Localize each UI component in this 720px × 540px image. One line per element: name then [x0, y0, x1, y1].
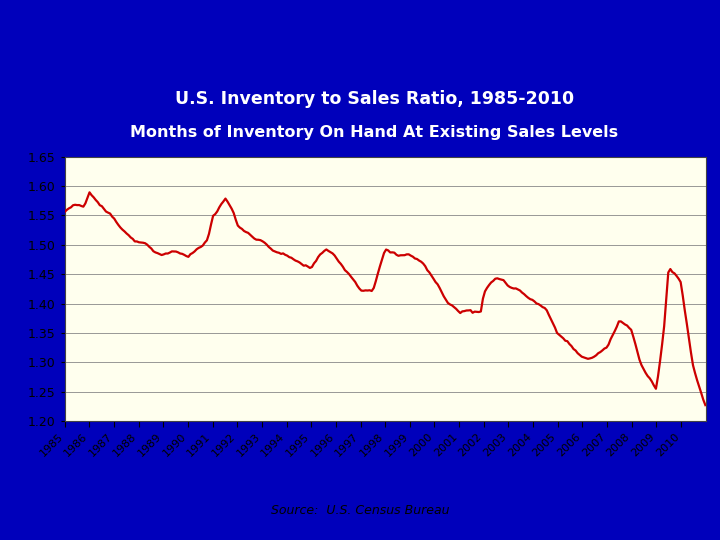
Text: Source:  U.S. Census Bureau: Source: U.S. Census Bureau — [271, 504, 449, 517]
Text: Months of Inventory On Hand At Existing Sales Levels: Months of Inventory On Hand At Existing … — [130, 125, 618, 140]
Text: U.S. Inventory to Sales Ratio, 1985-2010: U.S. Inventory to Sales Ratio, 1985-2010 — [175, 90, 574, 108]
